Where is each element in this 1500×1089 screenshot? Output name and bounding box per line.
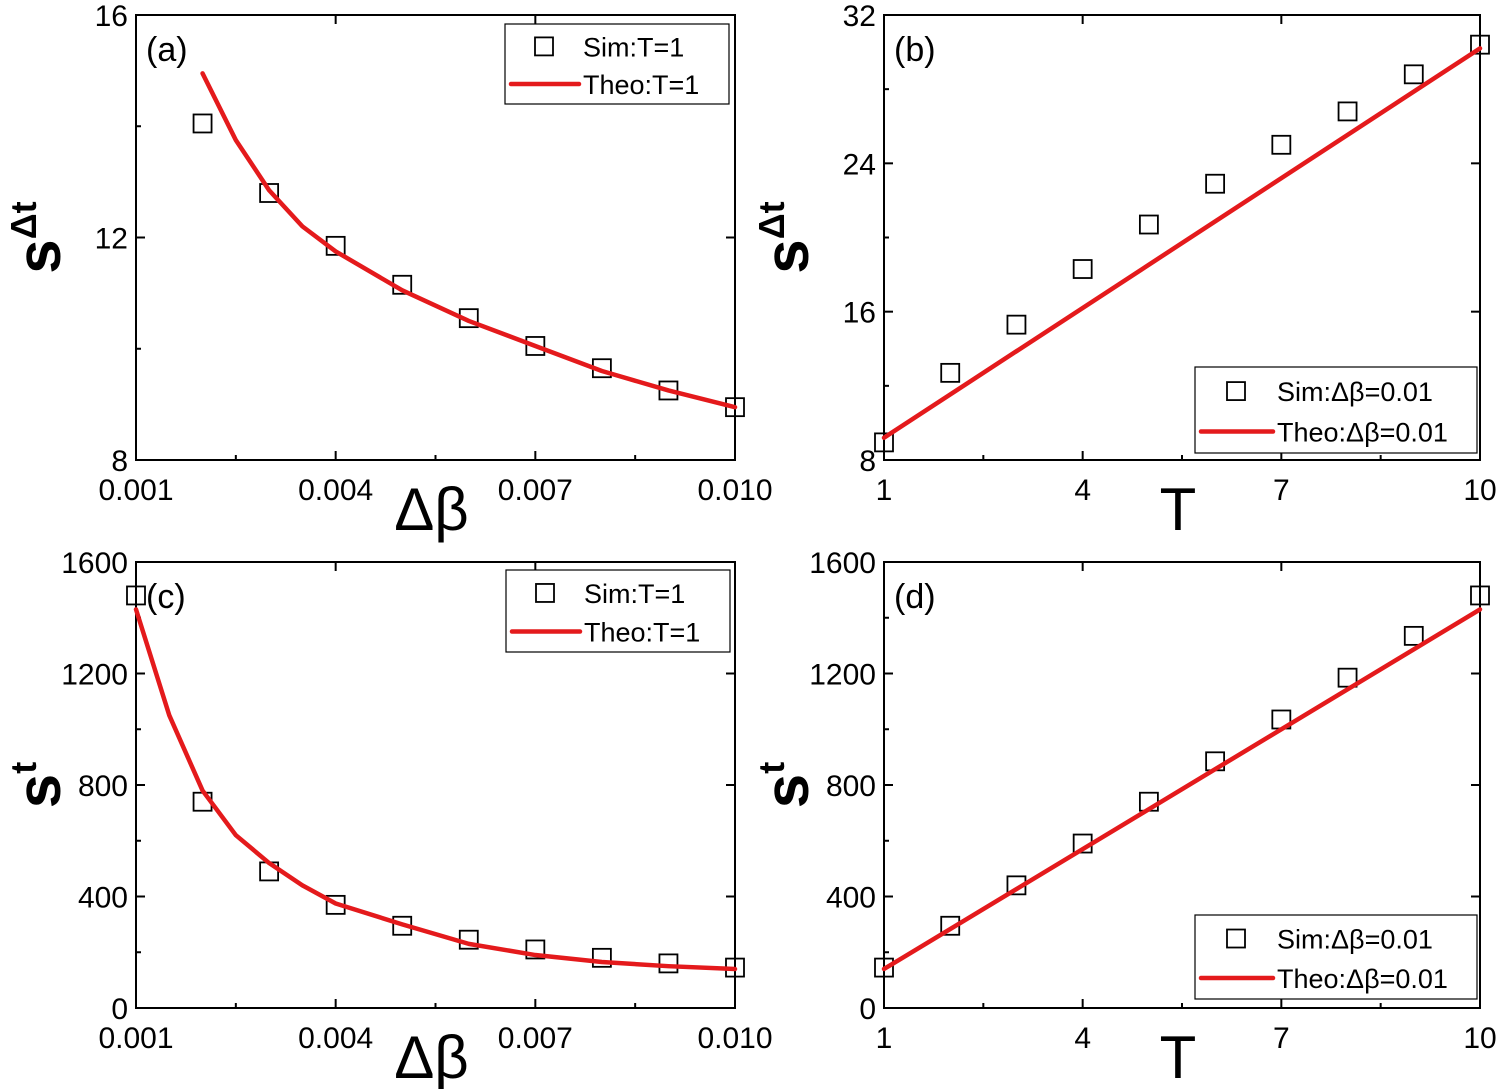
- y-axis-label-sub: t: [751, 762, 792, 774]
- y-tick-label: 8: [111, 445, 128, 478]
- x-tick-label: 10: [1463, 1022, 1496, 1055]
- x-axis-label: Δβ: [394, 476, 469, 543]
- legend-sim-marker: [534, 36, 554, 57]
- legend-theory-label: Theo:Δβ=0.01: [1277, 418, 1448, 448]
- legend-sim-marker: [1226, 381, 1246, 401]
- y-tick-label: 800: [826, 770, 876, 803]
- sim-marker: [1470, 34, 1490, 55]
- y-tick-label: 1600: [809, 547, 876, 580]
- sim-marker: [1072, 259, 1093, 279]
- x-tick-label: 0.010: [697, 1022, 772, 1055]
- legend-sim-label: Sim:Δβ=0.01: [1277, 925, 1433, 955]
- sim-marker: [259, 183, 280, 203]
- panel-label: (a): [146, 31, 188, 69]
- y-axis-label-main: s: [753, 239, 822, 273]
- sim-marker: [940, 362, 961, 383]
- x-tick-label: 0.007: [498, 1022, 573, 1055]
- y-axis-label: st: [3, 762, 74, 808]
- x-tick-label: 4: [1074, 1022, 1091, 1055]
- y-tick-label: 32: [843, 0, 876, 33]
- x-axis-label: T: [1160, 1024, 1197, 1089]
- y-axis-label-main: s: [5, 774, 74, 808]
- sim-marker: [1006, 314, 1027, 335]
- x-tick-label: 0.007: [498, 474, 573, 507]
- sim-marker: [1138, 214, 1159, 235]
- sim-marker: [1271, 134, 1292, 155]
- legend-theory-label: Theo:T=1: [583, 70, 699, 100]
- y-tick-label: 800: [78, 770, 128, 803]
- y-tick-label: 1600: [61, 547, 128, 580]
- x-tick-label: 0.001: [98, 1022, 173, 1055]
- y-tick-label: 24: [843, 148, 876, 181]
- y-axis-label-sub: t: [3, 762, 44, 774]
- x-tick-label: 1: [876, 474, 893, 507]
- panel-label: (b): [894, 31, 936, 69]
- theory-line: [133, 607, 738, 972]
- y-tick-label: 16: [843, 297, 876, 330]
- sim-marker: [192, 113, 213, 134]
- sim-marker: [126, 585, 146, 606]
- x-tick-label: 0.004: [298, 1022, 373, 1055]
- legend-sim-marker: [1226, 928, 1246, 949]
- panel-d: 1 4 7 10 0 400 800 1200 1600 Tst (d) Sim:Δβ=0.01 The…: [751, 547, 1497, 1089]
- x-tick-label: 7: [1273, 474, 1290, 507]
- sim-marker: [525, 336, 546, 356]
- y-axis-label-main: s: [753, 774, 822, 808]
- theory-line: [881, 607, 1483, 972]
- panel-label: (c): [146, 578, 186, 616]
- sim-marker: [1205, 173, 1226, 194]
- y-tick-label: 1200: [61, 659, 128, 692]
- y-axis-label-sub: Δt: [3, 201, 44, 239]
- legend-sim-label: Sim:T=1: [584, 579, 685, 609]
- theory-line: [200, 71, 738, 410]
- x-axis-label: Δβ: [394, 1024, 469, 1089]
- panel-label: (d): [894, 578, 936, 616]
- y-tick-label: 1200: [809, 659, 876, 692]
- y-tick-label: 12: [95, 223, 128, 256]
- x-tick-label: 1: [876, 1022, 893, 1055]
- y-tick-label: 8: [859, 445, 876, 478]
- x-axis-label: T: [1160, 476, 1197, 543]
- legend-sim-marker: [535, 583, 555, 603]
- x-tick-label: 0.004: [298, 474, 373, 507]
- theory-line: [881, 46, 1483, 440]
- x-tick-label: 4: [1074, 474, 1091, 507]
- panel-c: 0.001 0.004 0.007 0.010 0 400 800 1200 1600 Δβ st (…: [3, 547, 773, 1089]
- y-axis-label: sΔt: [3, 201, 74, 273]
- y-tick-label: 0: [111, 993, 128, 1026]
- legend-theory-label: Theo:T=1: [584, 618, 700, 648]
- y-axis-label: sΔt: [751, 201, 822, 273]
- x-tick-label: 7: [1273, 1022, 1290, 1055]
- sim-marker: [874, 957, 894, 978]
- x-tick-label: 0.010: [697, 474, 772, 507]
- y-axis-label-main: s: [5, 239, 74, 273]
- legend-sim-label: Sim:T=1: [583, 32, 684, 62]
- sim-marker: [658, 953, 679, 974]
- sim-marker: [591, 947, 612, 968]
- legend-sim-label: Sim:Δβ=0.01: [1277, 377, 1433, 407]
- y-axis-label-sub: Δt: [751, 201, 792, 239]
- x-tick-label: 0.001: [98, 474, 173, 507]
- y-tick-label: 400: [78, 882, 128, 915]
- y-tick-label: 400: [826, 882, 876, 915]
- sim-marker: [1470, 585, 1490, 606]
- sim-marker: [525, 939, 546, 960]
- sim-marker: [1337, 101, 1358, 122]
- panel-a: 0.001 0.004 0.007 0.010 8 12 16 Δβ sΔt (a) Sim:T=1…: [3, 0, 773, 543]
- sim-marker: [1403, 64, 1424, 85]
- y-tick-label: 16: [95, 0, 128, 33]
- sim-marker: [874, 432, 894, 453]
- sim-marker: [1403, 625, 1424, 646]
- y-axis-label: st: [751, 762, 822, 808]
- x-tick-label: 10: [1463, 474, 1496, 507]
- y-tick-label: 0: [859, 993, 876, 1026]
- legend-theory-label: Theo:Δβ=0.01: [1277, 964, 1448, 994]
